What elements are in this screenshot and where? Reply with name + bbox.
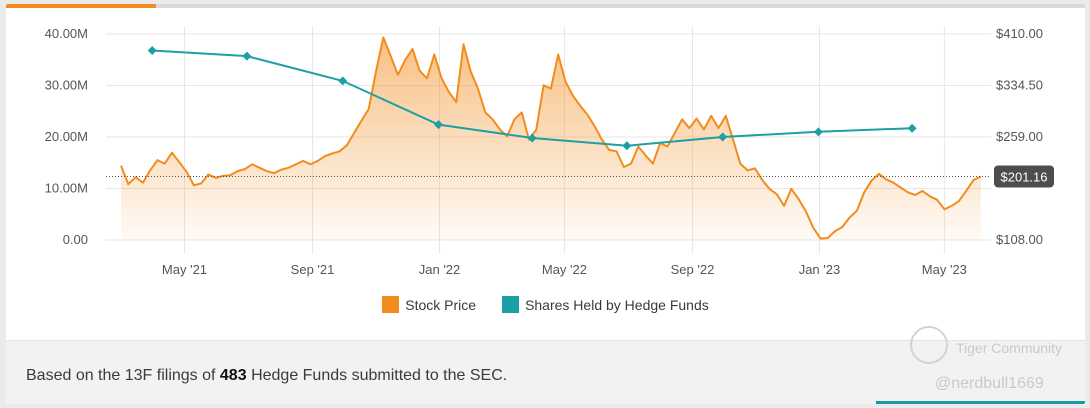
left-axis-tick-label: 20.00M — [45, 129, 88, 144]
hedge-fund-point — [622, 141, 632, 151]
footer-text: Based on the 13F filings of 483 Hedge Fu… — [26, 367, 507, 385]
x-tick-label: Sep '21 — [291, 262, 335, 277]
footer-prefix: Based on the 13F filings of — [26, 367, 216, 384]
footer-suffix: Hedge Funds submitted to the SEC. — [251, 367, 508, 384]
x-tick-label: May '21 — [162, 262, 207, 277]
legend-swatch-stock-price — [382, 296, 400, 313]
x-tick-label: May '22 — [542, 262, 587, 277]
hedge-fund-point — [527, 133, 537, 143]
legend-item-stock-price[interactable]: Stock Price — [382, 296, 476, 313]
hedge-fund-point — [813, 127, 823, 137]
legend: Stock Price Shares Held by Hedge Funds — [6, 296, 1085, 313]
hedge-fund-point — [907, 123, 917, 133]
left-axis-tick-label: 40.00M — [45, 26, 88, 41]
hedge-fund-point — [433, 120, 443, 130]
current-price-badge — [994, 165, 1054, 188]
legend-label-hedge-funds: Shares Held by Hedge Funds — [525, 296, 709, 313]
chart-card: May '21 Sep '21 Jan '22 May '22 Sep '22 Jan '… — [6, 4, 1085, 404]
right-axis-tick-label: $410.00 — [996, 26, 1043, 41]
footer: Based on the 13F filings of 483 Hedge Fu… — [6, 340, 1085, 404]
right-axis-tick-label: $108.00 — [996, 232, 1043, 247]
right-axis-tick-label: $259.00 — [996, 129, 1043, 144]
legend-swatch-hedge-funds — [502, 296, 520, 313]
chart-svg: May '21 Sep '21 Jan '22 May '22 Sep '22 Jan '… — [45, 26, 1054, 277]
left-axis-tick-label: 0.00 — [63, 232, 88, 247]
tiger-community-logo-icon — [910, 326, 948, 364]
hedge-fund-point — [147, 45, 157, 55]
right-axis-tick-label: $334.50 — [996, 78, 1043, 93]
x-tick-label: Sep '22 — [671, 262, 715, 277]
footer-accent-bar — [876, 401, 1085, 404]
left-axis-tick-label: 30.00M — [45, 78, 88, 93]
x-tick-label: May '23 — [922, 262, 967, 277]
current-price-label: $201.16 — [1001, 169, 1048, 184]
x-tick-label: Jan '22 — [419, 262, 461, 277]
hedge-fund-line — [152, 49, 913, 147]
hedge-fund-point — [338, 76, 348, 86]
legend-label-stock-price: Stock Price — [405, 296, 477, 313]
hedge-fund-count: 483 — [219, 367, 247, 384]
stock-price-line — [120, 36, 982, 240]
active-tab-indicator — [6, 4, 156, 8]
tab-bar — [6, 4, 1085, 8]
x-tick-label: Jan '23 — [799, 262, 841, 277]
hedge-fund-point — [718, 132, 728, 142]
watermark-handle: @nerdbull1669 — [935, 375, 1044, 392]
watermark-brand: Tiger Community — [956, 340, 1063, 356]
legend-item-hedge-funds[interactable]: Shares Held by Hedge Funds — [502, 296, 709, 313]
hedge-fund-point — [242, 51, 252, 61]
left-axis-tick-label: 10.00M — [45, 181, 88, 196]
